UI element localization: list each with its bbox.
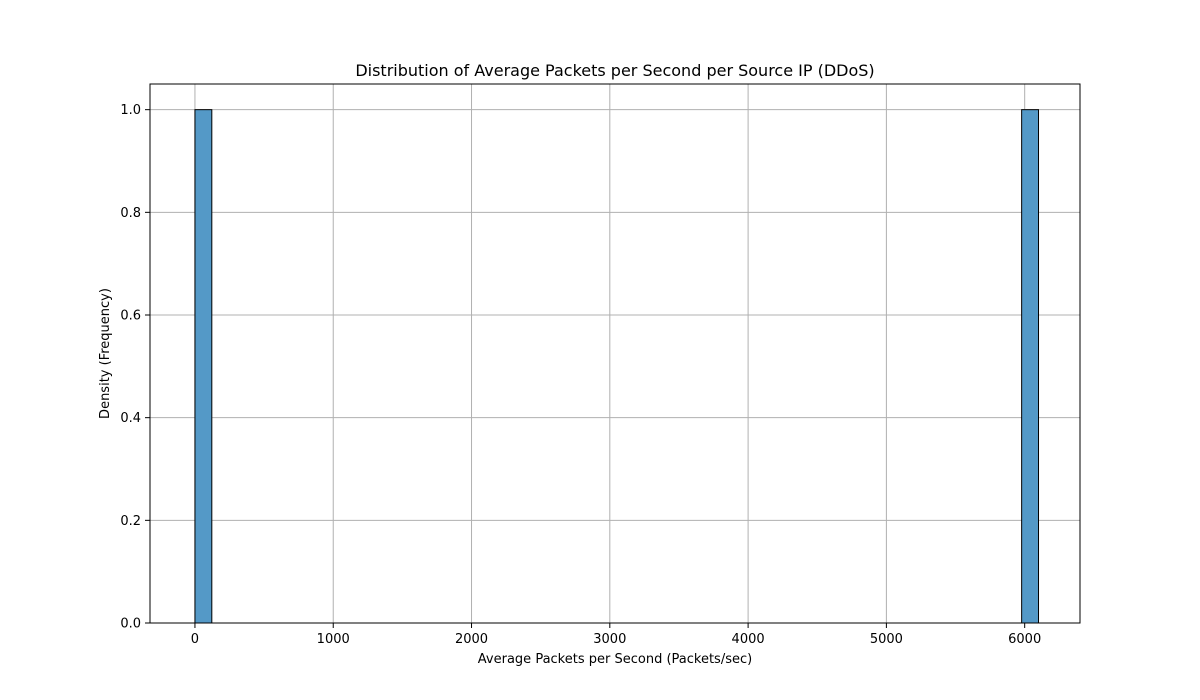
x-tick-label: 1000 [317,632,350,647]
plot-frame [149,83,1081,624]
x-axis-label: Average Packets per Second (Packets/sec) [478,652,752,667]
y-tick-label: 0.2 [120,514,141,529]
x-tick-label: 6000 [1008,632,1041,647]
y-tick-label: 0.8 [120,206,141,221]
y-axis-ticks: 0.0 0.2 0.4 0.6 0.8 1.0 [120,103,150,632]
y-tick-label: 0.4 [120,411,141,426]
y-axis-label: Density (Frequency) [98,288,113,419]
x-tick-label: 5000 [870,632,903,647]
x-axis-ticks: 0 1000 2000 3000 4000 5000 6000 [191,623,1041,647]
histogram-bar [194,109,213,624]
y-tick-label: 0.0 [120,617,141,632]
histogram-bars [194,109,1040,624]
y-tick-label: 0.6 [120,309,141,324]
grid-lines [150,84,1080,624]
chart-title: Distribution of Average Packets per Seco… [355,61,874,80]
x-tick-label: 2000 [455,632,488,647]
x-tick-label: 0 [191,632,199,647]
y-tick-label: 1.0 [120,103,141,118]
x-tick-label: 3000 [593,632,626,647]
histogram-bar [1021,109,1040,624]
x-tick-label: 4000 [732,632,765,647]
